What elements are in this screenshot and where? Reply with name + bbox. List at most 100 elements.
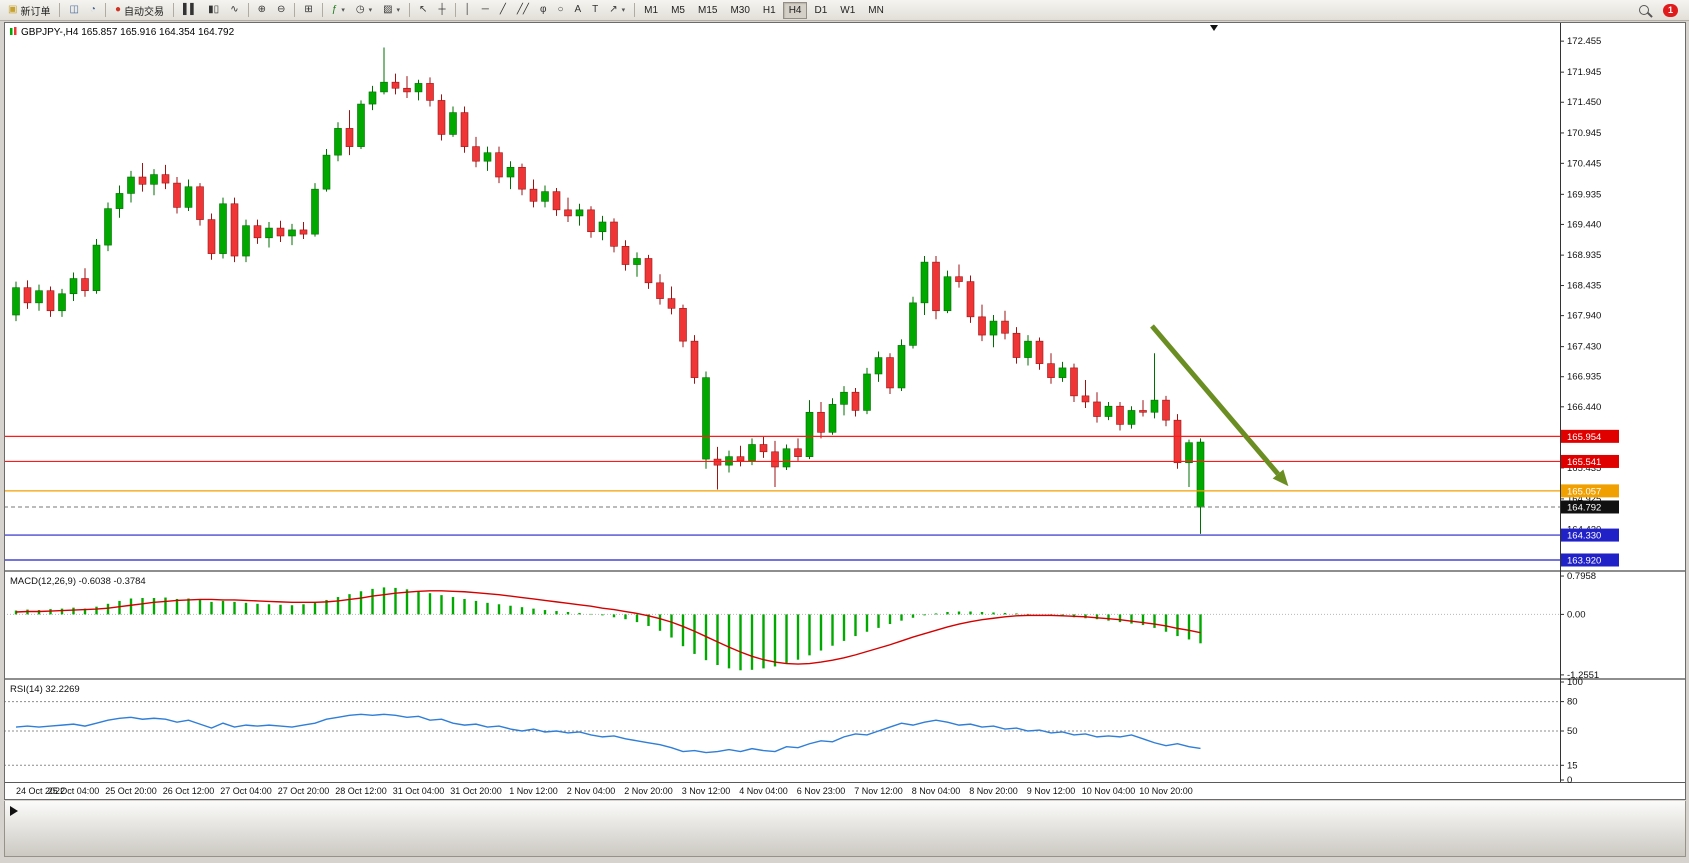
toolbar-separator bbox=[321, 3, 323, 17]
chart-window-button[interactable]: ◫ bbox=[64, 1, 83, 19]
svg-text:6 Nov 23:00: 6 Nov 23:00 bbox=[797, 786, 846, 796]
candle-body bbox=[207, 219, 216, 254]
timeframe-d1-button[interactable]: D1 bbox=[808, 2, 833, 19]
timeframe-w1-button[interactable]: W1 bbox=[834, 2, 861, 19]
rsi-label: RSI(14) 32.2269 bbox=[10, 684, 80, 695]
search-icon[interactable] bbox=[1639, 5, 1649, 15]
timeframe-m30-button[interactable]: M30 bbox=[724, 2, 755, 19]
candle-body bbox=[1162, 399, 1170, 421]
new-order-button-label: 新订单 bbox=[20, 6, 51, 18]
crosshair-button[interactable]: ┼ bbox=[433, 1, 450, 19]
chart-canvas[interactable]: 172.455 171.945 171.450 170.945 170.445 169.9… bbox=[4, 22, 1686, 800]
timeframe-m15-button[interactable]: M15 bbox=[692, 2, 723, 19]
periods-menu-button[interactable]: ◷ ▾ bbox=[351, 1, 377, 19]
terminal-expand-icon[interactable] bbox=[10, 806, 18, 816]
new-order-button[interactable]: ▣ 新订单 bbox=[3, 1, 55, 19]
arrows-tool-icon: ↗ bbox=[609, 4, 618, 15]
candle-body bbox=[828, 404, 837, 433]
shapes-button[interactable]: ○ bbox=[552, 1, 568, 19]
timeframe-h4-button[interactable]: H4 bbox=[782, 1, 808, 19]
timeframe-mn-button[interactable]: MN bbox=[862, 2, 890, 19]
candle-body bbox=[955, 276, 963, 282]
svg-text:9 Nov 12:00: 9 Nov 12:00 bbox=[1027, 786, 1076, 796]
h-line-165541[interactable]: 165.541 bbox=[4, 454, 1619, 468]
templates-button[interactable]: ▨ ▾ bbox=[378, 1, 405, 19]
candle-body bbox=[690, 340, 699, 378]
svg-text:166.440: 166.440 bbox=[1567, 402, 1601, 413]
toolbar-button-group: ▣ 新订单 ◫ ◔ ● 自动交易 ▌▌ ▮▯ ∿ ⊕ ⊖ ⊞ ƒ ▾ ◷ ▾ ▨ ▾ ↖ ┼ │ ─ ╱ ╱╱ φ ○ A T ↗ ▾ bbox=[3, 1, 638, 19]
tile-windows-button[interactable]: ⊞ bbox=[299, 1, 317, 19]
zoom-in-button[interactable]: ⊕ bbox=[253, 1, 271, 19]
timeframe-h1-button[interactable]: H1 bbox=[757, 2, 782, 19]
svg-text:172.455: 172.455 bbox=[1567, 36, 1601, 47]
svg-text:169.935: 169.935 bbox=[1567, 189, 1601, 200]
candle-body bbox=[736, 456, 745, 462]
zoom-out-button[interactable]: ⊖ bbox=[272, 1, 290, 19]
chart-frame bbox=[4, 22, 1686, 800]
panel-separator[interactable] bbox=[4, 678, 1686, 680]
h-line-163920[interactable]: 163.920 bbox=[4, 553, 1619, 567]
window-cycle-button[interactable]: ◔ bbox=[85, 1, 101, 19]
svg-text:168.435: 168.435 bbox=[1567, 281, 1601, 292]
candlesticks bbox=[12, 47, 1205, 534]
timeframe-button-group: M1 M5 M15 M30 H1 H4 D1 W1 MN bbox=[638, 1, 890, 19]
notification-badge[interactable]: 1 bbox=[1663, 3, 1678, 17]
candle-body bbox=[253, 225, 262, 239]
rsi-line bbox=[15, 713, 1201, 754]
chart-background bbox=[4, 22, 1686, 800]
candle-body bbox=[817, 411, 825, 433]
svg-text:167.430: 167.430 bbox=[1567, 342, 1601, 353]
h-line-164330[interactable]: 164.330 bbox=[4, 528, 1619, 542]
candle-body bbox=[322, 154, 331, 190]
autotrading-button[interactable]: ● 自动交易 bbox=[110, 1, 169, 19]
candle-body bbox=[840, 391, 848, 405]
candle-body bbox=[621, 246, 630, 265]
svg-text:171.450: 171.450 bbox=[1567, 97, 1601, 108]
fibonacci-button[interactable]: φ bbox=[535, 1, 551, 19]
panel-separator[interactable] bbox=[4, 570, 1686, 572]
indicators-button[interactable]: ƒ ▾ bbox=[327, 1, 350, 19]
svg-text:169.440: 169.440 bbox=[1567, 219, 1601, 230]
svg-text:27 Oct 04:00: 27 Oct 04:00 bbox=[220, 786, 272, 796]
text-label-button[interactable]: T bbox=[587, 1, 603, 19]
svg-text:80: 80 bbox=[1567, 697, 1578, 708]
timeframe-m1-button[interactable]: M1 bbox=[638, 2, 664, 19]
candle-body bbox=[667, 298, 676, 309]
candle-body bbox=[483, 152, 492, 162]
trendline-button[interactable]: ╱ bbox=[495, 1, 511, 19]
toolbar-separator bbox=[454, 3, 456, 17]
toolbar: ▣ 新订单 ◫ ◔ ● 自动交易 ▌▌ ▮▯ ∿ ⊕ ⊖ ⊞ ƒ ▾ ◷ ▾ ▨ ▾ ↖ ┼ │ ─ ╱ ╱╱ φ ○ A T ↗ ▾ M… bbox=[0, 0, 1689, 21]
candlestick-chart-type-button[interactable]: ▮▯ bbox=[203, 1, 224, 19]
cursor-button[interactable]: ↖ bbox=[414, 1, 432, 19]
current-price-line[interactable]: 164.792 bbox=[4, 500, 1619, 514]
autotrading-button-label: 自动交易 bbox=[124, 6, 164, 18]
h-line-165954[interactable]: 165.954 bbox=[4, 429, 1619, 443]
h-line-165057[interactable]: 165.057 bbox=[4, 484, 1619, 498]
horizontal-line-button[interactable]: ─ bbox=[477, 1, 494, 19]
channel-button[interactable]: ╱╱ bbox=[512, 1, 534, 19]
shapes-icon: ○ bbox=[557, 4, 564, 15]
svg-text:165.435: 165.435 bbox=[1567, 463, 1601, 474]
candle-body bbox=[345, 128, 354, 147]
candle-body bbox=[679, 308, 687, 342]
candle-body bbox=[518, 166, 526, 190]
chart-shift-marker-icon[interactable] bbox=[1210, 25, 1218, 31]
candle-body bbox=[794, 448, 802, 457]
candle-body bbox=[1116, 405, 1124, 425]
line-chart-type-button[interactable]: ∿ bbox=[225, 1, 243, 19]
candle-body bbox=[276, 227, 285, 237]
svg-text:168.935: 168.935 bbox=[1567, 250, 1601, 261]
text-button[interactable]: A bbox=[569, 1, 586, 19]
autotrading-icon: ● bbox=[114, 4, 121, 15]
candle-body bbox=[1024, 340, 1032, 358]
bar-chart-type-button[interactable]: ▌▌ bbox=[178, 1, 202, 19]
arrows-tool-button[interactable]: ↗ ▾ bbox=[604, 1, 630, 19]
dropdown-caret-icon: ▾ bbox=[621, 7, 626, 14]
svg-text:24 Oct 2022: 24 Oct 2022 bbox=[16, 786, 65, 796]
candle-body bbox=[851, 391, 860, 411]
vertical-line-button[interactable]: │ bbox=[460, 1, 476, 19]
candle-body bbox=[656, 282, 664, 299]
timeframe-m5-button[interactable]: M5 bbox=[665, 2, 691, 19]
down-trend-arrow[interactable] bbox=[1150, 324, 1294, 491]
